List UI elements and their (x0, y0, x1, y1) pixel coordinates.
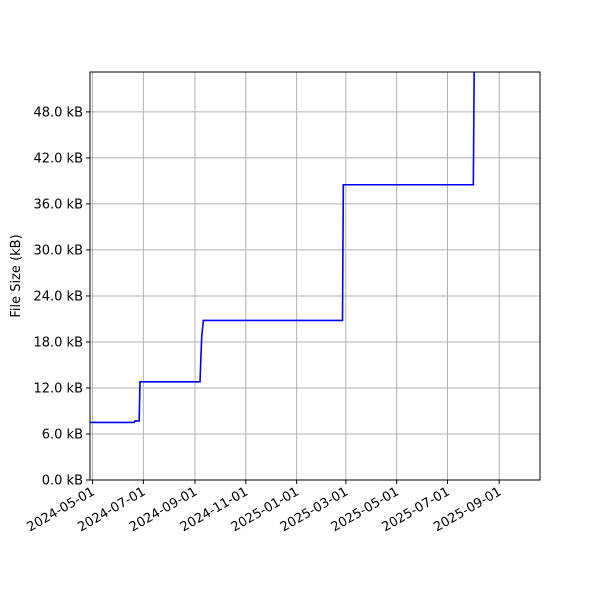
y-tick-label: 12.0 kB (33, 381, 83, 396)
series-group (90, 72, 475, 424)
file-size-series-line (90, 72, 475, 424)
y-tick-label: 0.0 kB (42, 474, 83, 489)
plot-area (90, 72, 540, 480)
y-axis-ticks: 0.0 kB 6.0 kB 12.0 kB 18.0 kB 24.0 kB 30.0 kB… (33, 105, 90, 489)
y-tick-label: 24.0 kB (33, 289, 83, 304)
y-tick-label: 18.0 kB (33, 335, 83, 350)
y-tick-label: 42.0 kB (33, 151, 83, 166)
y-tick-label: 48.0 kB (33, 105, 83, 120)
y-tick-label: 30.0 kB (33, 243, 83, 258)
y-tick-label: 36.0 kB (33, 197, 83, 212)
y-axis-label: File Size (kB) (9, 234, 24, 317)
plot-frame (89, 71, 541, 481)
y-tick-label: 6.0 kB (42, 427, 83, 442)
